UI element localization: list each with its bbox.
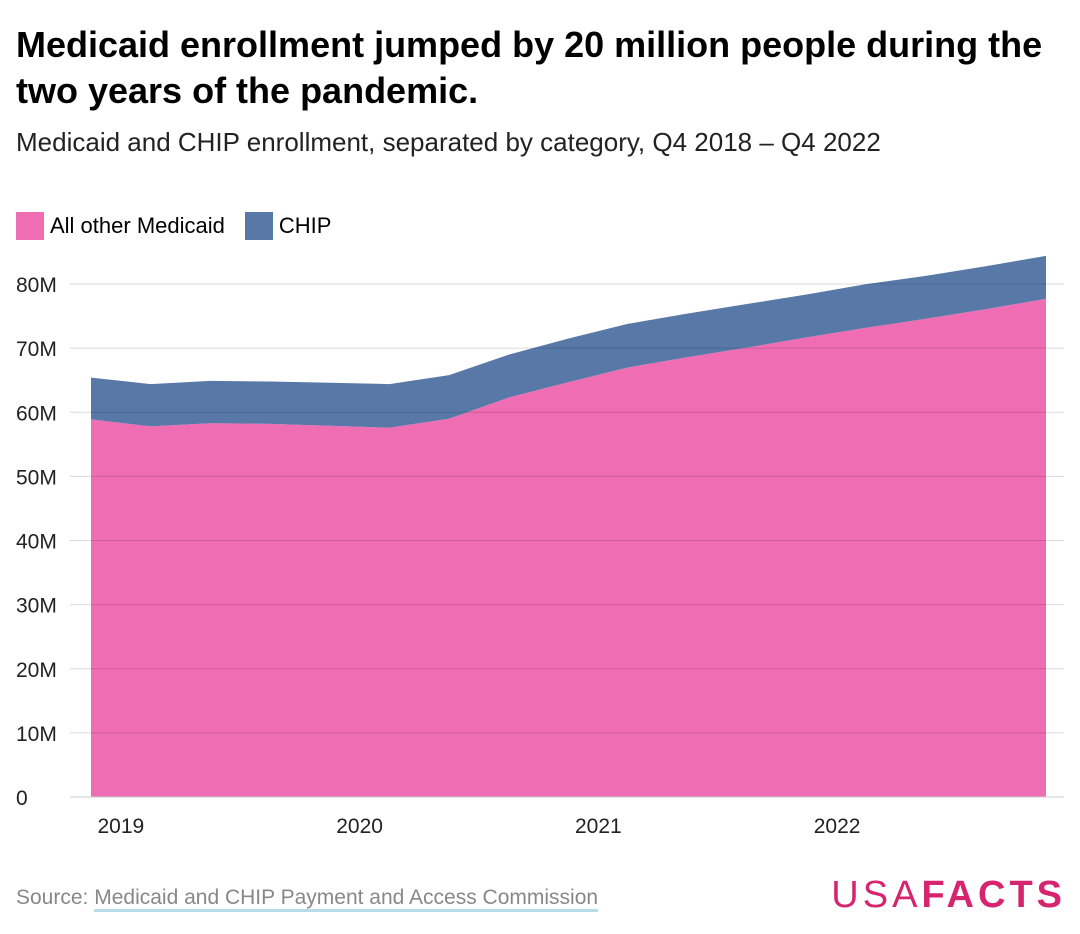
legend-swatch-chip [244,212,273,240]
legend-label-chip: CHIP [278,213,332,238]
legend-swatch-medicaid [16,212,44,240]
source-label: Source: [16,886,95,909]
x-tick-label: 2020 [336,815,383,838]
logo-usa: USA [831,874,922,916]
y-tick-label: 30M [16,595,57,618]
legend: All other Medicaid CHIP [16,212,351,240]
chart-subtitle: Medicaid and CHIP enrollment, separated … [16,127,881,157]
y-tick-label: 0 [16,787,28,810]
y-tick-label: 80M [16,274,57,297]
usafacts-logo[interactable]: USAFACTS [831,874,1066,917]
y-tick-label: 50M [16,466,57,489]
legend-label-medicaid: All other Medicaid [50,213,225,238]
legend-item-chip[interactable]: CHIP [244,212,332,240]
chart-title: Medicaid enrollment jumped by 20 million… [16,24,1043,111]
y-tick-label: 10M [16,723,57,746]
area-chip [91,255,1046,428]
x-tick-label: 2021 [575,815,622,838]
source-link[interactable]: Medicaid and CHIP Payment and Access Com… [94,886,599,912]
source-note: Source: Medicaid and CHIP Payment and Ac… [16,886,599,912]
y-tick-label: 60M [16,402,57,425]
y-tick-label: 40M [16,531,57,554]
area-chart: 0 10M 20M 30M 40M 50M 60M 70M 80M 2019 2020 2021 202… [16,255,1064,838]
legend-item-medicaid[interactable]: All other Medicaid [16,212,225,240]
x-tick-label: 2022 [814,815,861,838]
x-tick-label: 2019 [97,815,144,838]
area-all-other-medicaid [91,298,1046,797]
logo-facts: FACTS [921,874,1066,916]
y-tick-label: 70M [16,338,57,361]
y-tick-label: 20M [16,659,57,682]
